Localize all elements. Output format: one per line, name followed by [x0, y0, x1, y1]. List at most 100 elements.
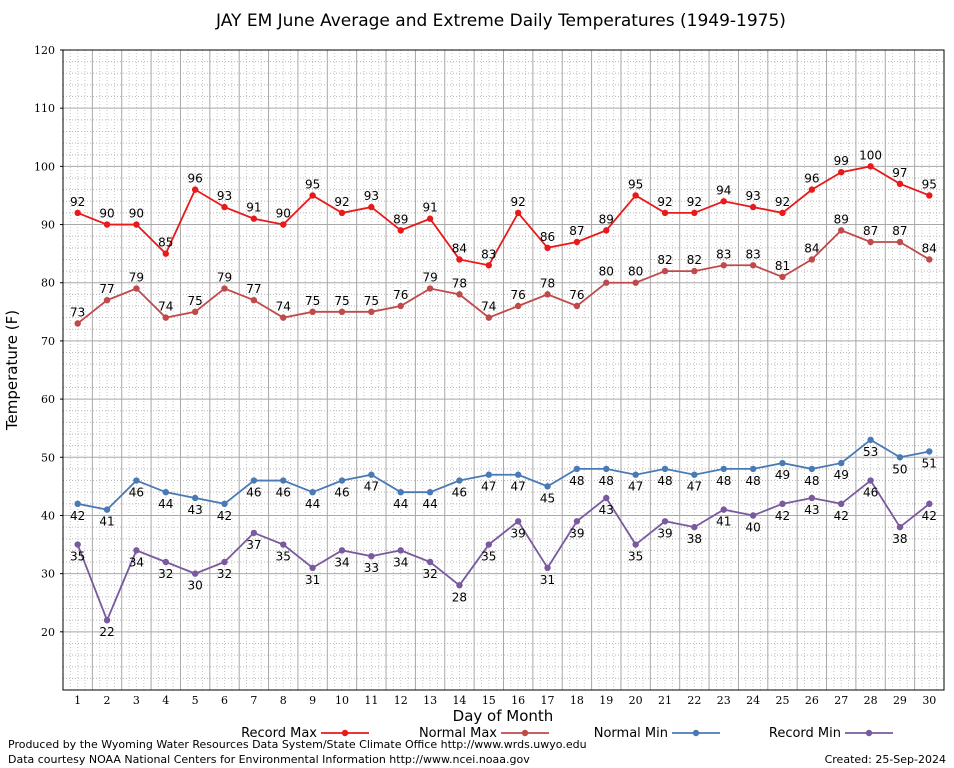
data-point-record-max [514, 209, 522, 217]
data-label-normal-min: 46 [129, 486, 144, 500]
data-label-record-max: 83 [481, 247, 496, 261]
plot-frame [62, 49, 945, 691]
data-label-record-min: 39 [657, 526, 672, 540]
data-label-normal-min: 47 [364, 480, 379, 494]
y-tick-label: 40 [41, 509, 55, 522]
data-label-normal-max: 82 [687, 253, 702, 267]
data-point-record-min [691, 523, 698, 531]
data-point-record-max [573, 238, 581, 246]
data-label-normal-min: 44 [158, 497, 173, 511]
data-label-record-max: 95 [628, 177, 643, 191]
data-point-normal-min [485, 471, 493, 478]
data-label-normal-max: 75 [305, 294, 320, 308]
data-label-record-max: 90 [276, 207, 291, 221]
data-point-normal-min [838, 459, 845, 467]
data-label-normal-max: 78 [452, 276, 467, 290]
data-point-normal-max [397, 302, 404, 310]
series-line-normal-max [77, 229, 930, 325]
chart-title: JAY EM June Average and Extreme Daily Te… [215, 11, 786, 31]
data-label-normal-min: 42 [70, 509, 85, 523]
data-point-normal-min [632, 471, 639, 478]
data-label-normal-max: 78 [540, 276, 555, 290]
legend-marker-normal-min [692, 729, 700, 737]
data-point-normal-min [544, 483, 551, 490]
data-point-normal-min [74, 500, 81, 508]
data-label-normal-min: 49 [834, 468, 849, 482]
y-axis-label: Temperature (F) [3, 310, 21, 431]
data-label-record-max: 86 [540, 230, 555, 244]
data-point-normal-max [544, 291, 551, 298]
data-point-record-max [250, 215, 258, 222]
data-label-normal-max: 81 [775, 259, 790, 273]
data-point-normal-min [221, 500, 228, 508]
y-tick-label: 70 [41, 335, 55, 348]
legend-marker-record-max [341, 729, 349, 737]
data-point-normal-min [926, 448, 933, 455]
data-label-record-min: 32 [158, 567, 173, 581]
x-tick-label: 24 [746, 694, 760, 707]
data-label-record-max: 93 [217, 189, 232, 203]
data-point-normal-min [250, 477, 258, 484]
data-label-normal-max: 79 [217, 271, 232, 285]
x-tick-label: 16 [511, 694, 525, 707]
data-label-normal-min: 46 [452, 486, 467, 500]
legend-marker-record-min [865, 729, 873, 737]
data-label-normal-min: 41 [99, 515, 114, 529]
data-point-normal-max [456, 291, 463, 298]
data-label-record-min: 34 [129, 555, 144, 569]
data-point-record-min [250, 529, 258, 537]
data-label-record-min: 46 [863, 486, 878, 500]
data-point-normal-max [779, 273, 786, 281]
data-point-record-max [867, 163, 874, 170]
data-label-normal-min: 47 [481, 480, 496, 494]
data-label-record-max: 95 [305, 177, 320, 191]
data-point-normal-min [456, 477, 463, 484]
data-label-record-min: 30 [188, 579, 203, 593]
data-point-record-min [133, 547, 140, 554]
data-point-normal-max [162, 314, 169, 321]
data-label-normal-min: 48 [657, 474, 672, 488]
data-label-record-max: 94 [716, 183, 731, 197]
series-normal-min: 42 41 46 44 43 42 46 46 44 46 47 44 44 46 47 47 45 48 48 47… [70, 436, 937, 529]
legend-label-normal-max: Normal Max [419, 726, 497, 741]
data-label-record-max: 91 [422, 201, 437, 215]
data-point-normal-max [720, 262, 727, 269]
x-tick-label: 7 [250, 694, 257, 707]
data-point-normal-min [691, 471, 698, 478]
data-label-normal-min: 48 [716, 474, 731, 488]
data-label-record-min: 34 [393, 555, 408, 569]
data-label-record-min: 40 [745, 520, 760, 534]
data-point-record-min [191, 570, 199, 577]
data-label-normal-max: 76 [511, 288, 526, 302]
x-tick-label: 12 [394, 694, 408, 707]
data-label-normal-min: 47 [687, 480, 702, 494]
y-tick-label: 120 [34, 44, 55, 57]
data-label-record-min: 38 [687, 532, 702, 546]
x-tick-label: 8 [280, 694, 287, 707]
data-point-normal-max [838, 227, 845, 234]
data-label-normal-max: 79 [129, 271, 144, 285]
data-point-record-max [485, 262, 493, 269]
series-line-record-min [76, 479, 930, 623]
legend-label-record-min: Record Min [769, 726, 841, 741]
data-label-record-max: 89 [599, 212, 614, 226]
data-point-normal-max [514, 302, 522, 310]
data-label-normal-min: 48 [745, 474, 760, 488]
data-point-record-min [456, 582, 463, 589]
data-label-record-max: 90 [129, 207, 144, 221]
data-label-record-max: 91 [246, 201, 261, 215]
data-point-record-min [514, 518, 522, 525]
data-point-normal-min [603, 465, 610, 473]
data-label-record-min: 35 [70, 550, 85, 564]
data-point-record-max [309, 192, 316, 199]
x-tick-label: 4 [162, 694, 169, 707]
data-label-normal-min: 51 [922, 456, 937, 470]
data-label-record-min: 42 [775, 509, 790, 523]
x-tick-label: 14 [452, 694, 466, 707]
x-tick-label: 13 [423, 694, 437, 707]
data-label-normal-min: 44 [422, 497, 437, 511]
data-label-normal-min: 47 [628, 480, 643, 494]
y-tick-label: 60 [41, 393, 55, 406]
data-label-record-max: 92 [687, 195, 702, 209]
